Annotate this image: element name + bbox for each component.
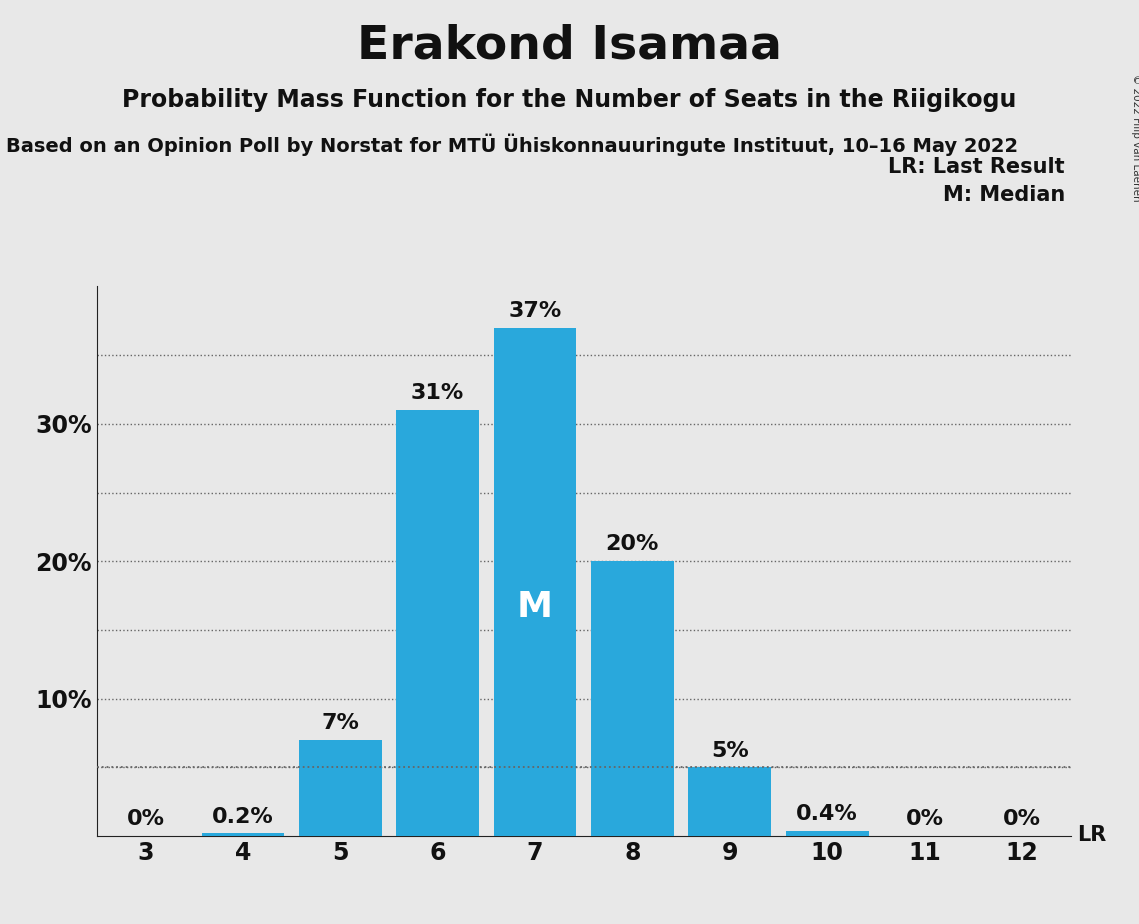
Text: Erakond Isamaa: Erakond Isamaa [357, 23, 782, 68]
Text: 0%: 0% [1003, 809, 1041, 830]
Text: LR: LR [1077, 824, 1107, 845]
Bar [493, 328, 576, 836]
Bar [688, 768, 771, 836]
Bar [786, 831, 869, 836]
Text: Based on an Opinion Poll by Norstat for MTÜ Ühiskonnauuringute Instituut, 10–16 : Based on an Opinion Poll by Norstat for … [6, 134, 1018, 156]
Text: 5%: 5% [711, 741, 748, 760]
Text: LR: Last Result: LR: Last Result [888, 157, 1065, 177]
Text: 0%: 0% [906, 809, 943, 830]
Bar [298, 740, 382, 836]
Text: © 2022 Filip van Laenen: © 2022 Filip van Laenen [1131, 74, 1139, 201]
Bar [591, 562, 674, 836]
Text: M: Median: M: Median [943, 185, 1065, 205]
Text: 20%: 20% [606, 534, 659, 554]
Bar [396, 410, 480, 836]
Text: 0.4%: 0.4% [796, 804, 858, 824]
Text: M: M [517, 590, 554, 625]
Bar [202, 833, 285, 836]
Text: 31%: 31% [411, 383, 465, 403]
Text: 7%: 7% [321, 713, 359, 733]
Text: 0.2%: 0.2% [212, 807, 273, 827]
Text: Probability Mass Function for the Number of Seats in the Riigikogu: Probability Mass Function for the Number… [122, 88, 1017, 112]
Text: 0%: 0% [126, 809, 164, 830]
Text: 37%: 37% [508, 301, 562, 321]
